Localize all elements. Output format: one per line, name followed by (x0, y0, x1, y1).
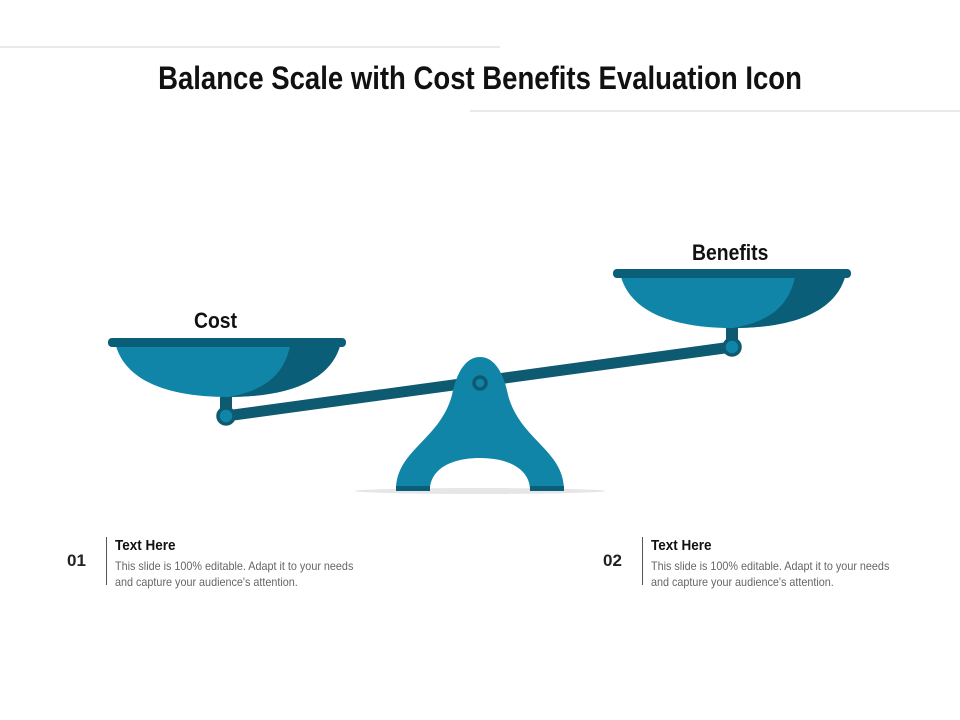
right-pan-rim (613, 269, 851, 278)
pivot (472, 375, 488, 391)
left-pan-rim (108, 338, 346, 347)
item-number: 01 (67, 551, 86, 570)
item-number: 02 (603, 551, 622, 570)
left-pan-shade (228, 346, 340, 397)
item-body: This slide is 100% editable. Adapt it to… (651, 559, 890, 589)
item-heading: Text Here (115, 537, 176, 554)
stand (396, 357, 564, 490)
divider (642, 537, 643, 585)
left-hinge (216, 406, 236, 426)
title: Balance Scale with Cost Benefits Evaluat… (158, 60, 802, 96)
divider (106, 537, 107, 585)
cost-label: Cost (194, 308, 238, 333)
stand-foot (396, 486, 430, 491)
item-heading: Text Here (651, 537, 712, 554)
benefits-label: Benefits (692, 240, 769, 265)
right-pan-shade (733, 277, 845, 328)
item-body: This slide is 100% editable. Adapt it to… (115, 559, 354, 589)
stand-foot (530, 486, 564, 491)
shadow (355, 488, 605, 494)
right-hinge (722, 337, 742, 357)
